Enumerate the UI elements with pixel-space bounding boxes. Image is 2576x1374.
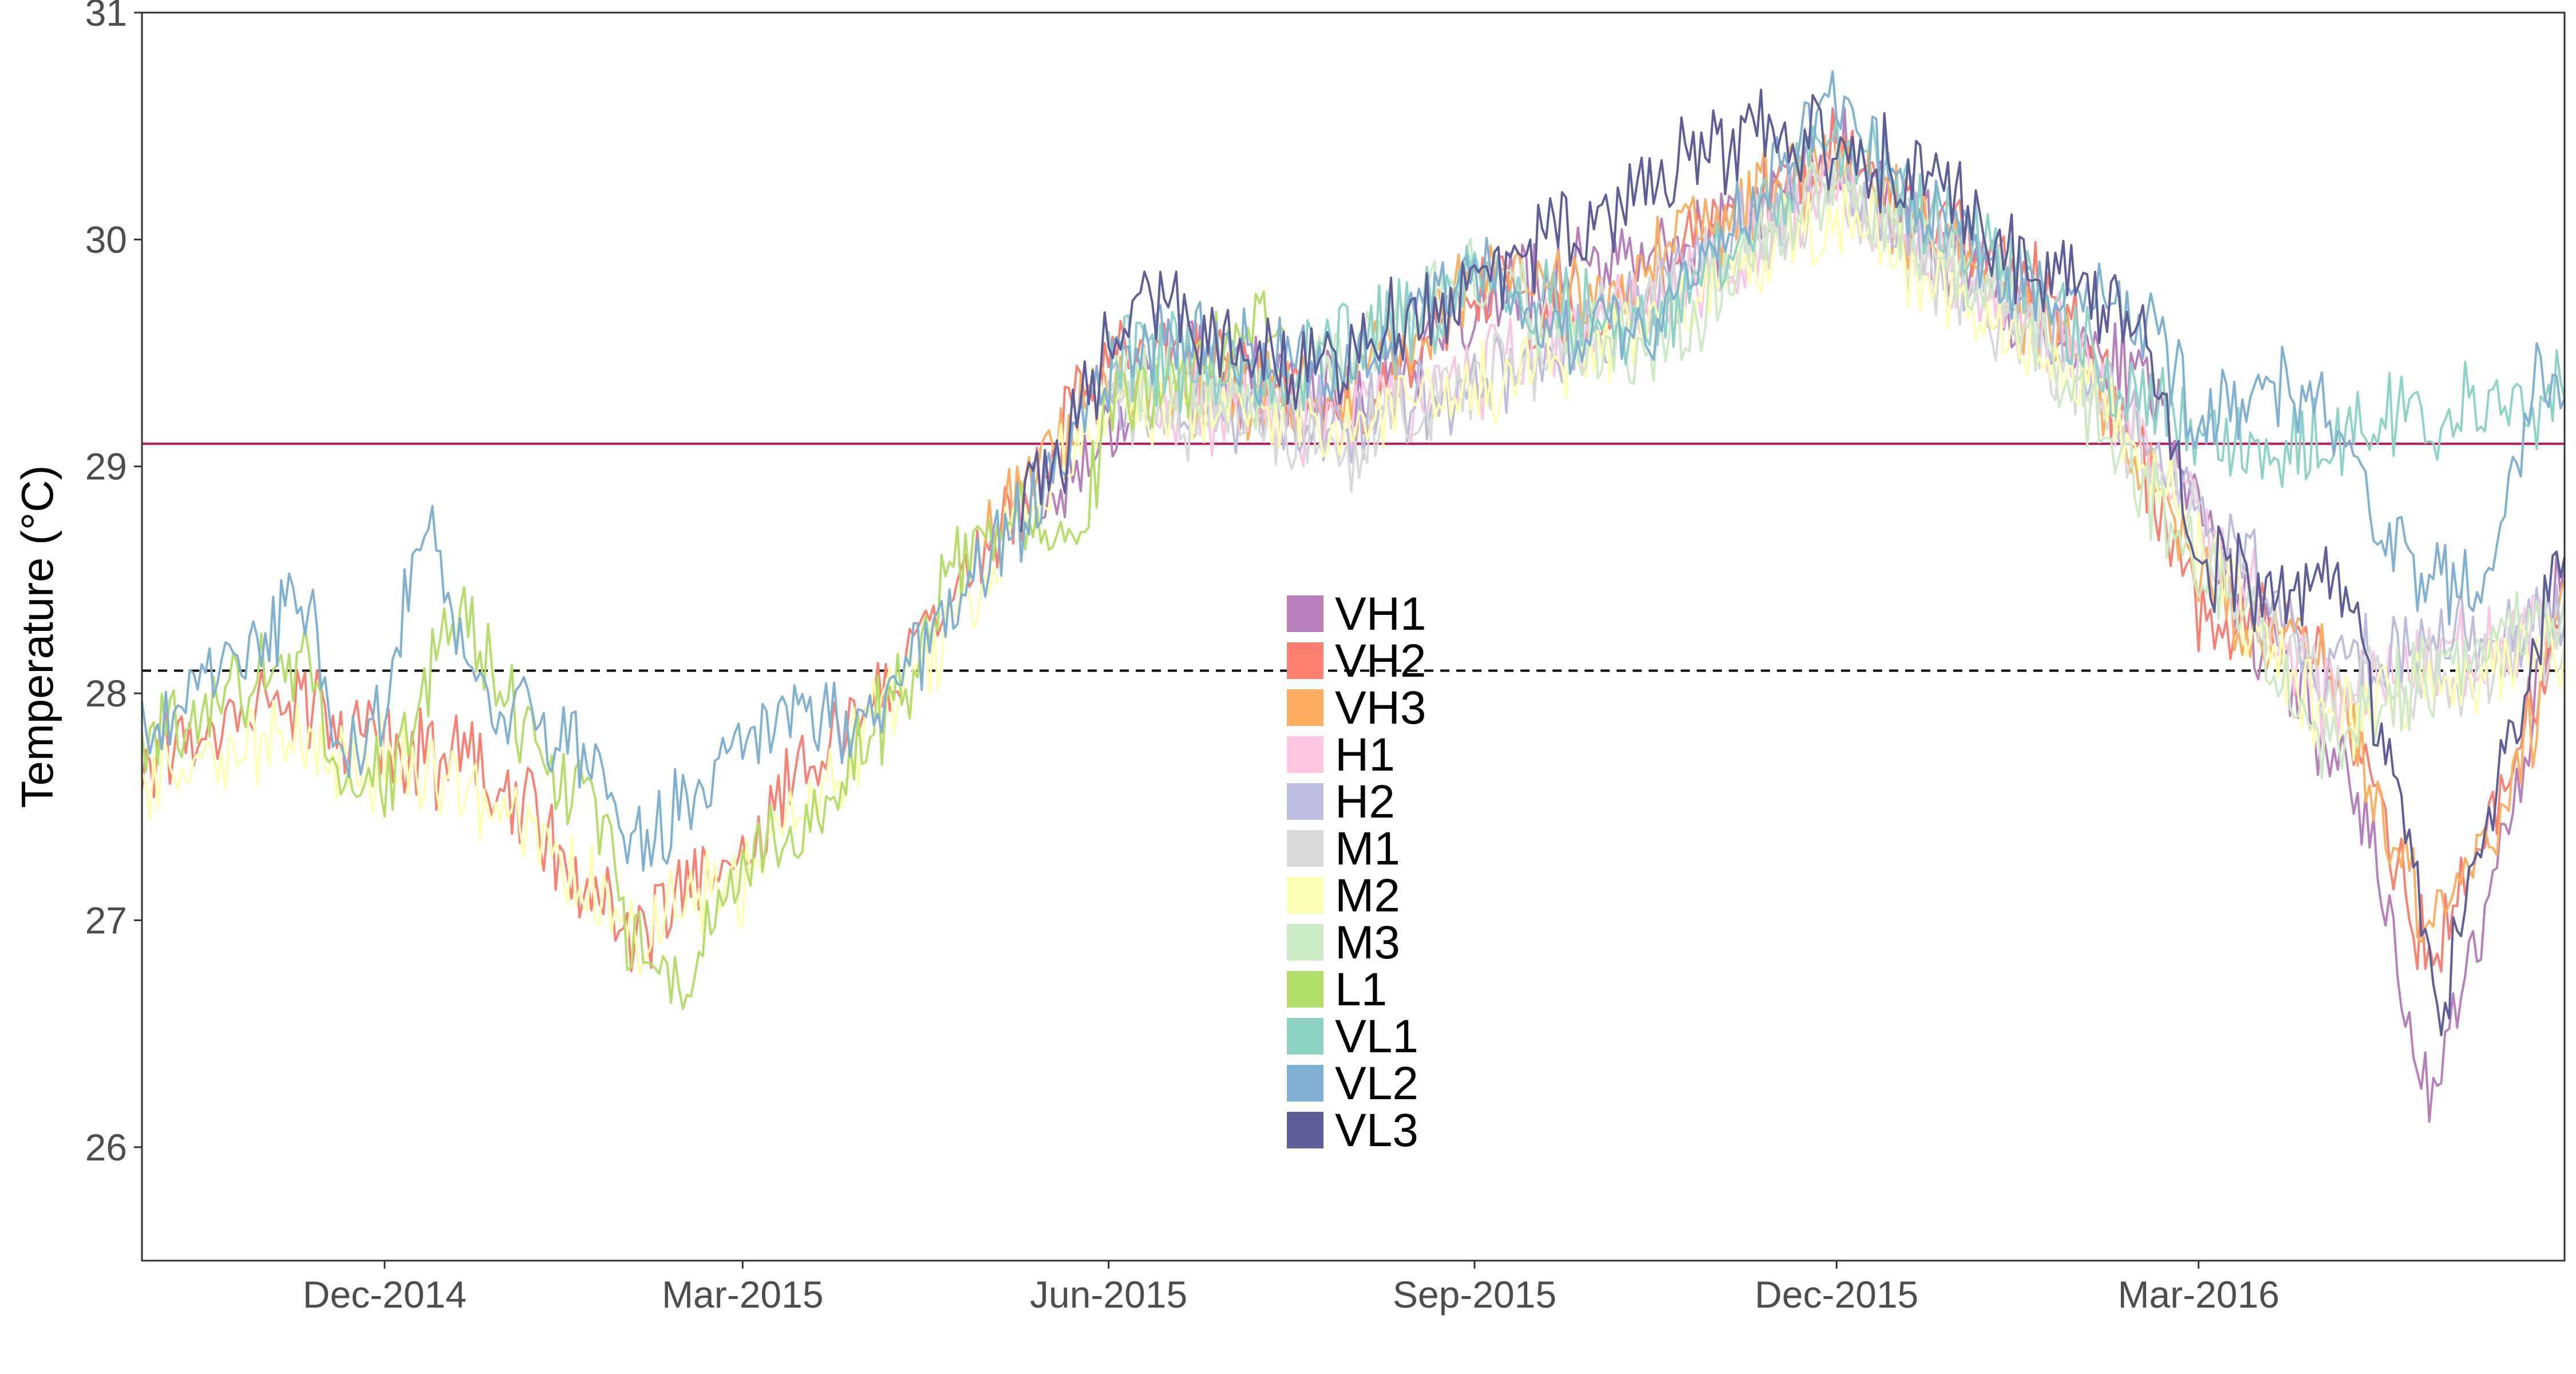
legend-label-m2: M2 — [1335, 870, 1400, 922]
x-tick-label: Sep-2015 — [1393, 1273, 1556, 1316]
legend-label-m3: M3 — [1335, 917, 1400, 969]
series-lines — [141, 70, 2566, 1123]
series-line-vl2 — [141, 70, 2566, 872]
series-line-l1 — [141, 290, 1285, 1010]
y-tick-label: 26 — [85, 1126, 127, 1168]
x-axis: Dec-2014 Mar-2015 Jun-2015 Sep-2015 Dec-2015… — [303, 1261, 2279, 1316]
x-tick-label: Jun-2015 — [1030, 1273, 1187, 1316]
x-tick-label: Dec-2015 — [1755, 1273, 1918, 1316]
series-line-m2 — [141, 183, 2566, 977]
legend-swatch-vl1 — [1287, 1018, 1323, 1055]
y-tick-label: 27 — [85, 899, 127, 941]
y-tick-label: 31 — [85, 0, 127, 34]
legend-swatch-m3 — [1287, 924, 1323, 961]
legend-swatch-vl2 — [1287, 1065, 1323, 1101]
legend-label-h1: H1 — [1335, 729, 1395, 781]
y-axis-title: Temperature (°C) — [12, 465, 62, 808]
legend-swatch-m1 — [1287, 830, 1323, 867]
legend-swatch-vl3 — [1287, 1112, 1323, 1148]
legend-swatch-vh1 — [1287, 595, 1323, 632]
y-axis: 26 27 28 29 30 31 — [85, 0, 142, 1168]
x-tick-label: Dec-2014 — [303, 1273, 467, 1316]
y-tick-label: 30 — [85, 218, 127, 260]
y-tick-label: 29 — [85, 445, 127, 488]
legend-label-vl1: VL1 — [1335, 1010, 1419, 1063]
legend-swatch-l1 — [1287, 971, 1323, 1008]
legend-label-vh3: VH3 — [1335, 682, 1427, 734]
legend-label-vh1: VH1 — [1335, 588, 1427, 640]
legend-swatch-h1 — [1287, 736, 1323, 773]
series-line-m1 — [1107, 171, 2566, 720]
x-tick-label: Mar-2015 — [662, 1273, 823, 1316]
plot-background — [142, 13, 2565, 1261]
legend-label-vh2: VH2 — [1335, 635, 1427, 687]
plot-border — [141, 11, 2566, 1262]
legend-swatch-vh2 — [1287, 642, 1323, 679]
y-tick-label: 28 — [85, 672, 127, 714]
series-line-h2 — [1107, 158, 2566, 708]
legend-swatch-m2 — [1287, 877, 1323, 914]
legend-swatch-vh3 — [1287, 689, 1323, 726]
legend-label-vl3: VL3 — [1335, 1104, 1419, 1156]
legend-label-m1: M1 — [1335, 823, 1400, 875]
legend-swatch-h2 — [1287, 783, 1323, 820]
x-tick-label: Mar-2016 — [2117, 1273, 2279, 1316]
series-line-vl3 — [1020, 88, 2566, 1036]
legend-label-vl2: VL2 — [1335, 1057, 1419, 1110]
legend-label-h2: H2 — [1335, 776, 1395, 828]
legend-label-l1: L1 — [1335, 964, 1387, 1016]
